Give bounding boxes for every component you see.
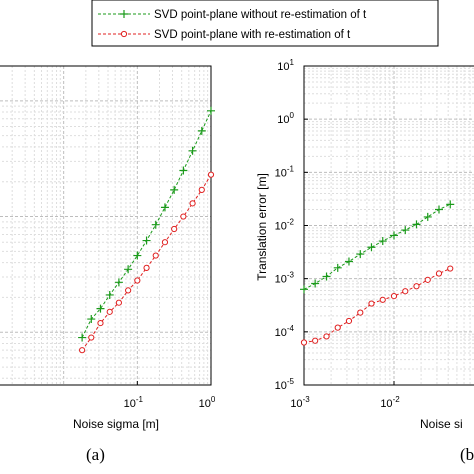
- right-x-tick-label: 10-2: [380, 395, 400, 410]
- right-data-point-1: [334, 324, 341, 331]
- left-data-point-1: [161, 239, 169, 246]
- left-data-point-1: [171, 225, 178, 233]
- left-axes-frame: [0, 65, 212, 386]
- right-data-point-1: [435, 270, 443, 277]
- right-y-tick-label: 100: [277, 111, 294, 126]
- left-data-point-0: [188, 146, 197, 155]
- legend-marker-glyph-1: [120, 30, 128, 38]
- left-data-point-0: [124, 265, 133, 274]
- right-data-point-0: [401, 226, 410, 235]
- left-data-point-1: [180, 213, 187, 220]
- right-y-tick-label: 101: [277, 58, 294, 73]
- right-data-point-0: [412, 220, 421, 229]
- left-data-point-0: [87, 315, 96, 324]
- panel-label-b: (b): [460, 445, 474, 464]
- series-layer: [78, 106, 455, 354]
- left-data-point-1: [115, 299, 122, 306]
- right-data-point-0: [378, 237, 387, 246]
- right-y-tick-label: 10-4: [275, 324, 295, 339]
- right-data-point-1: [413, 283, 420, 290]
- legend-entry-0: SVD point-plane without re-estimation of…: [98, 9, 367, 21]
- right-data-point-1: [312, 337, 319, 344]
- left-x-tick-label: 10-1: [124, 395, 144, 410]
- right-data-point-0: [356, 250, 365, 259]
- right-data-point-1: [368, 300, 375, 307]
- left-data-point-0: [207, 106, 215, 115]
- left-data-point-1: [143, 264, 150, 271]
- right-data-point-1: [402, 288, 409, 295]
- right-data-point-1: [379, 296, 386, 303]
- left-data-point-1: [97, 319, 104, 327]
- right-data-point-1: [357, 309, 364, 316]
- left-series-line-1: [81, 174, 212, 351]
- left-data-point-1: [125, 287, 132, 294]
- right-data-point-0: [423, 212, 432, 221]
- right-y-tick-label: 10-2: [275, 218, 295, 233]
- axes-frame-layer: [0, 65, 474, 386]
- left-data-point-1: [88, 334, 95, 341]
- right-data-point-0: [434, 205, 443, 214]
- left-data-point-0: [151, 220, 160, 229]
- left-data-point-0: [142, 236, 151, 245]
- left-data-point-0: [197, 126, 206, 135]
- right-data-point-1: [323, 333, 330, 340]
- left-data-point-1: [198, 186, 205, 193]
- y-axis-label-right: Translation error [m]: [255, 173, 269, 281]
- right-data-point-0: [367, 243, 376, 252]
- legend: SVD point-plane without re-estimation of…: [91, 0, 439, 47]
- x-axis-label-left: Noise sigma [m]: [73, 417, 159, 431]
- left-series-line-0: [81, 110, 212, 338]
- grid-layer: [0, 65, 474, 386]
- left-x-tick-label: 100: [199, 395, 216, 410]
- right-data-point-1: [345, 317, 353, 325]
- right-data-point-1: [390, 293, 398, 300]
- left-data-point-1: [189, 200, 196, 207]
- right-data-point-1: [300, 339, 308, 346]
- left-data-point-0: [96, 304, 105, 313]
- right-data-point-0: [344, 257, 353, 266]
- right-data-point-0: [390, 231, 398, 240]
- right-data-point-1: [447, 265, 454, 272]
- left-data-point-0: [105, 290, 114, 299]
- legend-marker-1: [120, 30, 128, 38]
- right-y-tick-label: 10-1: [275, 164, 295, 179]
- right-data-point-0: [446, 200, 455, 209]
- left-data-point-1: [207, 171, 215, 178]
- right-data-point-1: [424, 276, 431, 283]
- right-data-point-0: [322, 272, 331, 281]
- right-data-point-0: [300, 285, 308, 294]
- legend-entry-1: SVD point-plane with re-estimation of t: [98, 29, 351, 41]
- panel-label-a: (a): [86, 445, 105, 464]
- x-axis-label-right: Noise si: [420, 417, 463, 431]
- legend-label-0: SVD point-plane without re-estimation of…: [154, 9, 367, 21]
- right-y-tick-label: 10-3: [275, 271, 295, 286]
- left-data-point-0: [133, 251, 142, 260]
- legend-label-1: SVD point-plane with re-estimation of t: [154, 29, 351, 41]
- left-data-point-0: [160, 203, 169, 212]
- left-data-point-1: [106, 308, 113, 315]
- legend-box: [91, 0, 439, 47]
- left-data-point-0: [114, 278, 123, 287]
- right-data-point-0: [311, 279, 320, 288]
- right-y-tick-label: 10-5: [275, 377, 295, 392]
- left-data-point-0: [179, 166, 188, 175]
- left-data-point-1: [134, 277, 141, 284]
- right-data-point-0: [333, 263, 342, 272]
- right-series-line-0: [303, 203, 451, 290]
- left-data-point-0: [170, 185, 179, 194]
- left-data-point-1: [79, 347, 86, 354]
- right-x-tick-label: 10-3: [290, 395, 310, 410]
- left-data-point-1: [152, 252, 159, 259]
- tick-label-layer: 10-1 100 10-3 10-2 101 100 10-1 10-2 10-3 10-4 10-…: [124, 58, 401, 410]
- legend-marker-glyph-0: [120, 10, 128, 18]
- left-data-point-0: [78, 333, 87, 342]
- legend-marker-0: [120, 10, 128, 18]
